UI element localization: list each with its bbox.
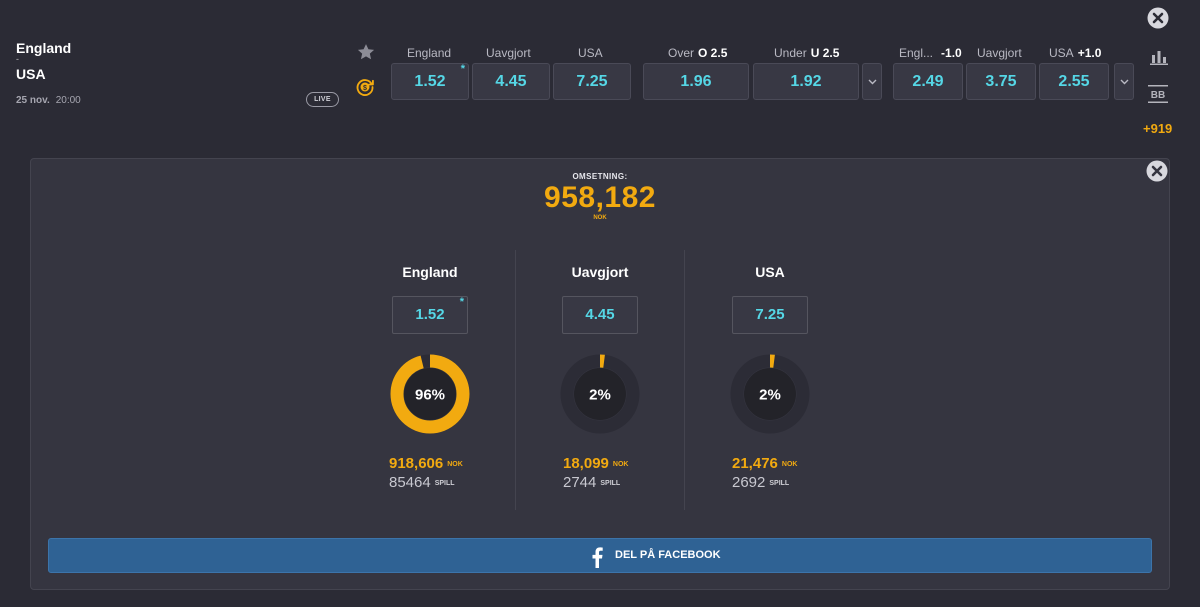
expand-handicap-button[interactable]	[1114, 63, 1134, 100]
cashout-coin-icon[interactable]: $	[355, 77, 375, 97]
outcome-amount: 21,476 NOK	[690, 455, 850, 473]
amount-value: 18,099	[563, 455, 609, 472]
amount-value: 21,476	[732, 455, 778, 472]
market-label-handicap-home: Engl... -1.0	[899, 46, 962, 60]
outcome-bets: 2692 SPILL	[690, 474, 850, 491]
donut-percent-label: 2%	[759, 387, 781, 404]
bet-builder-icon[interactable]: BB	[1147, 84, 1169, 104]
odds-button-handicap-draw[interactable]: 3.75	[966, 63, 1036, 100]
odds-button-handicap-home[interactable]: 2.49	[893, 63, 963, 100]
amount-value: 918,606	[389, 455, 444, 472]
column-divider	[684, 250, 685, 510]
market-label-handicap-draw: Uavgjort	[977, 46, 1022, 60]
bets-count: 2692	[732, 474, 766, 491]
svg-text:BB: BB	[1151, 90, 1165, 101]
donut-share-arc	[730, 354, 810, 434]
bets-unit: SPILL	[600, 480, 621, 487]
statistics-icon[interactable]	[1149, 46, 1169, 66]
odds-button-away[interactable]: 7.25	[553, 63, 631, 100]
bets-unit: SPILL	[434, 480, 455, 487]
bets-count: 85464	[389, 474, 431, 491]
odds-value: 1.52	[415, 306, 445, 323]
turnover-value: 958,182	[544, 181, 656, 214]
donut-share-arc	[390, 354, 470, 434]
market-label-draw: Uavgjort	[486, 46, 531, 60]
bets-count: 2744	[563, 474, 597, 491]
outcome-bets: 2744 SPILL	[520, 474, 680, 491]
match-datetime: 25 nov. 20:00	[16, 95, 81, 106]
boost-star-icon: *	[459, 296, 464, 308]
donut-center	[574, 368, 626, 420]
outcome-column-home: England 1.52 * 96% 918,606 NOK 85464 SPILL	[350, 258, 510, 491]
share-donut: 2%	[730, 354, 810, 434]
market-label-home: England	[407, 46, 452, 60]
column-divider	[515, 250, 516, 510]
outcome-odds-button[interactable]: 1.52 *	[392, 296, 468, 334]
amount-unit: NOK	[447, 461, 463, 468]
odds-value: 7.25	[755, 306, 785, 323]
odds-button-home[interactable]: 1.52 *	[391, 63, 469, 100]
outcome-title: England	[402, 264, 458, 280]
home-team-name[interactable]: England	[16, 40, 72, 56]
share-donut: 96%	[390, 354, 470, 434]
more-markets-link[interactable]: +919	[1143, 121, 1173, 136]
favorite-star-icon[interactable]	[356, 42, 376, 62]
outcome-amount: 918,606 NOK	[350, 455, 510, 473]
odds-button-draw[interactable]: 4.45	[472, 63, 550, 100]
odds-button-handicap-away[interactable]: 2.55	[1039, 63, 1109, 100]
odds-value: 4.45	[585, 306, 615, 323]
market-label-under: Under U 2.5	[774, 46, 840, 60]
outcome-amount: 18,099 NOK	[520, 455, 680, 473]
market-label-over: Over O 2.5	[668, 46, 728, 60]
svg-text:$: $	[363, 84, 367, 92]
chevron-down-icon	[1120, 79, 1129, 85]
share-donut: 2%	[560, 354, 640, 434]
amount-unit: NOK	[612, 461, 629, 468]
amount-unit: NOK	[781, 461, 798, 468]
boost-star-icon: *	[460, 63, 465, 75]
market-label-handicap-away: USA +1.0	[1049, 46, 1102, 60]
live-badge: LIVE	[306, 92, 339, 107]
odds-button-under[interactable]: 1.92	[753, 63, 859, 100]
bets-unit: SPILL	[769, 480, 790, 487]
market-label-away: USA	[578, 46, 603, 60]
donut-center	[744, 368, 796, 420]
outcome-title: USA	[755, 264, 785, 280]
match-date: 25 nov.	[16, 95, 50, 106]
outcome-column-away: USA 7.25 2% 21,476 NOK 2692 SPILL	[690, 258, 850, 491]
outcome-odds-button[interactable]: 4.45	[562, 296, 638, 334]
donut-center	[404, 368, 456, 420]
donut-percent-label: 2%	[589, 387, 611, 404]
outcome-column-draw: Uavgjort 4.45 2% 18,099 NOK 2744 SPILL	[520, 258, 680, 491]
donut-share-arc	[560, 354, 640, 434]
outcome-odds-button[interactable]: 7.25	[732, 296, 808, 334]
turnover-currency: NOK	[593, 215, 607, 221]
close-icon[interactable]	[1147, 7, 1169, 29]
odds-button-over[interactable]: 1.96	[643, 63, 749, 100]
expand-lines-button[interactable]	[862, 63, 882, 100]
outcome-bets: 85464 SPILL	[350, 474, 510, 491]
facebook-icon	[592, 547, 603, 568]
turnover-label: OMSETNING:	[572, 172, 628, 181]
odds-value: 1.52	[414, 73, 446, 90]
share-facebook-button[interactable]: DEL PÅ FACEBOOK	[48, 538, 1152, 573]
share-facebook-label: DEL PÅ FACEBOOK	[615, 549, 721, 561]
away-team-name[interactable]: USA	[16, 66, 46, 82]
close-panel-icon[interactable]	[1146, 160, 1168, 182]
team-separator: -	[16, 54, 19, 64]
donut-percent-label: 96%	[415, 387, 445, 404]
outcome-title: Uavgjort	[571, 264, 629, 280]
match-time: 20:00	[55, 95, 81, 106]
chevron-down-icon	[868, 79, 877, 85]
